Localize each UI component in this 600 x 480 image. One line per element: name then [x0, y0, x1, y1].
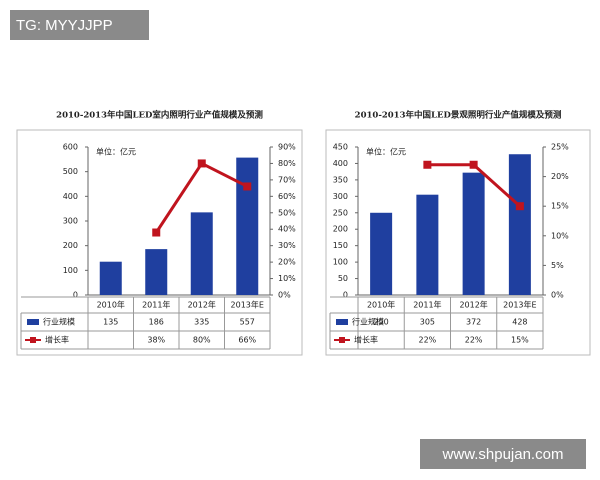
y2-tick-label: 80% [278, 159, 296, 168]
line-marker [423, 160, 432, 169]
y2-tick-label: 20% [278, 258, 296, 267]
legend-swatch [27, 319, 39, 325]
table-value: 250 [373, 318, 388, 327]
y-tick-label: 0 [343, 291, 348, 300]
tag-box [10, 10, 149, 40]
chart-title: 2010-2013年中国LED室内照明行业产值规模及预测 [56, 110, 263, 121]
site-box [420, 439, 586, 469]
y-tick-label: 0 [73, 291, 78, 300]
legend-label: 增长率 [354, 335, 378, 345]
x-tick-label: 2011年 [413, 300, 441, 310]
y-tick-label: 600 [63, 143, 78, 152]
y2-tick-label: 60% [278, 192, 296, 201]
table-value: 428 [512, 318, 527, 327]
bar [508, 154, 531, 295]
site-text: www.shpujan.com [442, 446, 564, 463]
y-tick-label: 100 [63, 266, 78, 275]
table-value: 38% [147, 336, 165, 345]
y2-tick-label: 10% [278, 274, 296, 283]
unit-label: 单位：亿元 [366, 147, 406, 157]
x-tick-label: 2010年 [367, 300, 395, 310]
legend-label: 增长率 [45, 335, 69, 345]
legend-label: 行业规模 [43, 317, 75, 327]
bar [236, 157, 259, 295]
line-marker [243, 182, 252, 191]
y2-tick-label: 0% [551, 291, 564, 300]
y-tick-label: 150 [333, 241, 348, 250]
chart-frame [16, 129, 303, 356]
y-tick-label: 200 [333, 225, 348, 234]
table-value: 15% [511, 336, 529, 345]
chart-frame [325, 129, 591, 356]
y-tick-label: 500 [63, 167, 78, 176]
legend-label: 行业规模 [352, 317, 384, 327]
y2-tick-label: 30% [278, 241, 296, 250]
y-tick-label: 450 [333, 143, 348, 152]
line-marker [515, 202, 524, 211]
y2-tick-label: 5% [551, 261, 564, 270]
unit-label: 单位：亿元 [96, 147, 136, 157]
table-value: 305 [420, 318, 435, 327]
legend-marker [30, 337, 36, 343]
line-marker [152, 228, 161, 237]
table-value: 335 [194, 318, 209, 327]
legend-marker [339, 337, 345, 343]
x-tick-label: 2013年E [231, 300, 264, 310]
y-tick-label: 50 [338, 274, 348, 283]
y-tick-label: 350 [333, 175, 348, 184]
table-value: 372 [466, 318, 481, 327]
table-value: 22% [465, 336, 483, 345]
x-tick-label: 2013年E [503, 300, 536, 310]
bar [416, 194, 439, 295]
y2-tick-label: 15% [551, 202, 569, 211]
bar [145, 249, 168, 295]
legend-swatch [336, 319, 348, 325]
chart-title: 2010-2013年中国LED景观照明行业产值规模及预测 [355, 110, 562, 121]
x-tick-label: 2012年 [188, 300, 216, 310]
bar [370, 212, 393, 295]
x-tick-label: 2011年 [142, 300, 170, 310]
y2-tick-label: 70% [278, 175, 296, 184]
y2-tick-label: 20% [551, 172, 569, 181]
bar [99, 261, 122, 295]
y-tick-label: 250 [333, 208, 348, 217]
table-value: 557 [240, 318, 255, 327]
y-tick-label: 100 [333, 258, 348, 267]
x-tick-label: 2012年 [459, 300, 487, 310]
y-tick-label: 400 [63, 192, 78, 201]
y-tick-label: 300 [63, 217, 78, 226]
x-tick-label: 2010年 [97, 300, 125, 310]
y-tick-label: 400 [333, 159, 348, 168]
y2-tick-label: 90% [278, 143, 296, 152]
table-value: 22% [418, 336, 436, 345]
y2-tick-label: 50% [278, 208, 296, 217]
table-value: 186 [149, 318, 164, 327]
y-tick-label: 300 [333, 192, 348, 201]
table-value: 80% [193, 336, 211, 345]
line-marker [469, 160, 478, 169]
tag-text: TG: MYYJJPP [16, 17, 113, 34]
y2-tick-label: 25% [551, 143, 569, 152]
table-value: 66% [238, 336, 256, 345]
y-tick-label: 200 [63, 241, 78, 250]
bar [462, 172, 485, 295]
table-value: 135 [103, 318, 118, 327]
line-marker [197, 159, 206, 168]
y2-tick-label: 10% [551, 231, 569, 240]
y2-tick-label: 0% [278, 291, 291, 300]
y2-tick-label: 40% [278, 225, 296, 234]
bar [190, 212, 213, 295]
